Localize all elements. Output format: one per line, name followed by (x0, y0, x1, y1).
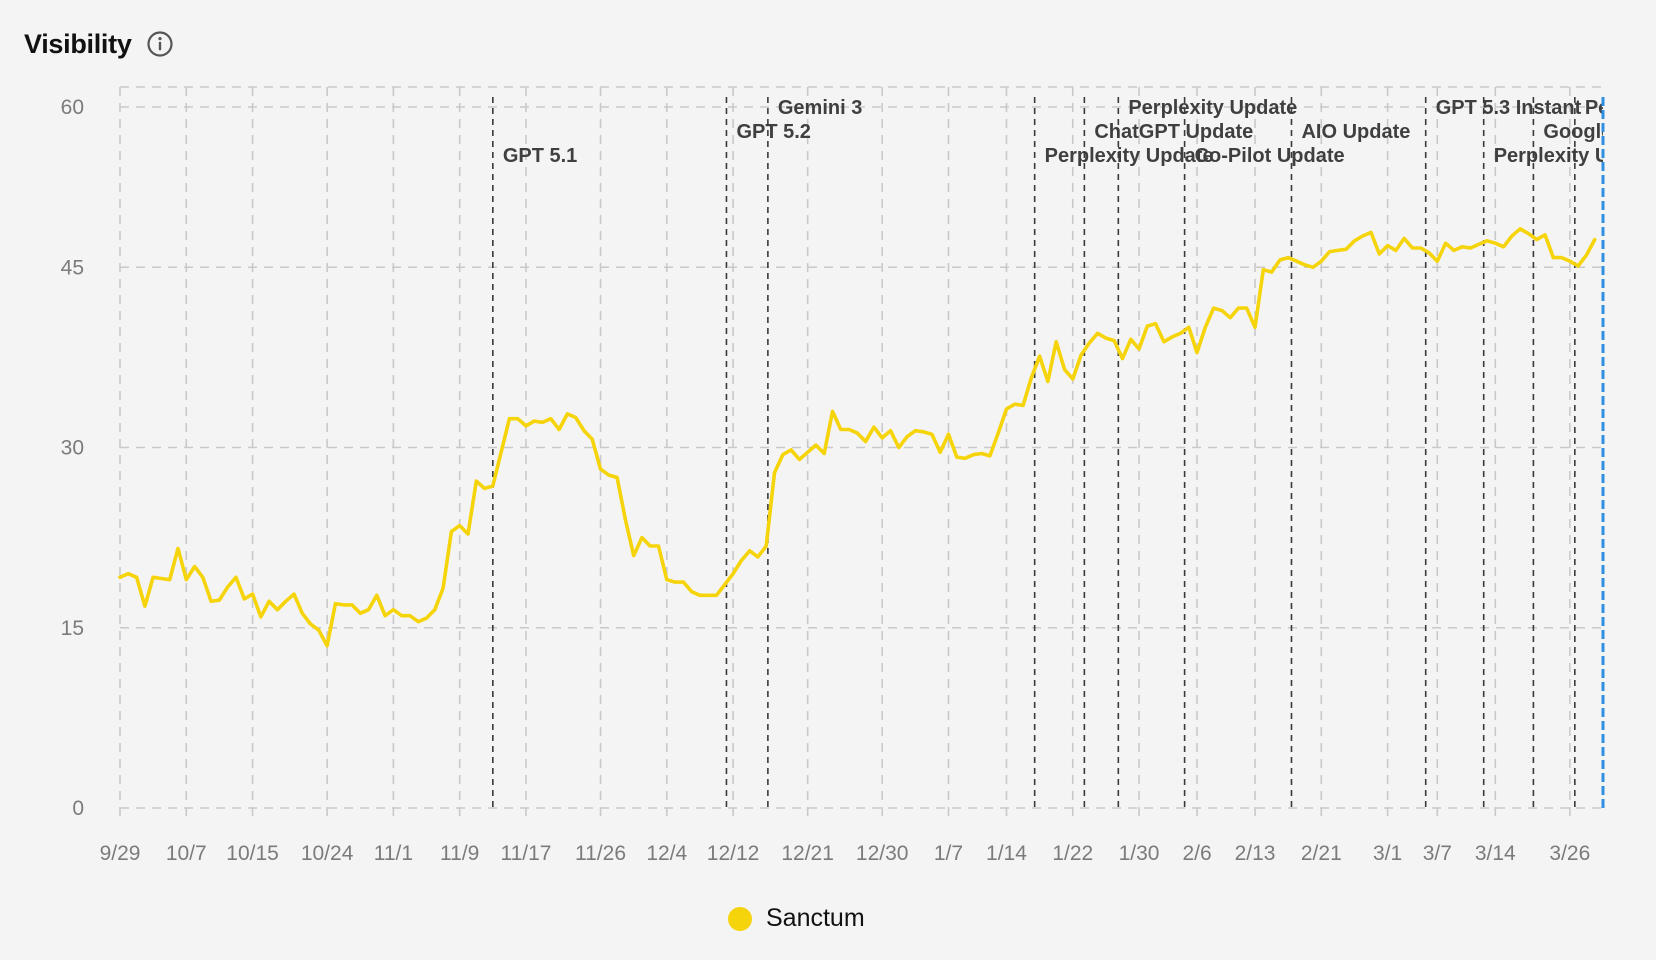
x-tick-label: 10/15 (226, 842, 279, 865)
event-label: Gemini 3 (778, 97, 862, 119)
event-label: Google Core (1543, 121, 1656, 143)
event-label: GPT 5.3 Instant (1436, 97, 1582, 119)
y-axis-ticks: 0 15 30 45 60 (61, 96, 84, 820)
legend-label-sanctum: Sanctum (766, 904, 865, 932)
x-tick-label: 10/7 (166, 842, 207, 865)
event-label: Perplexity Update (1045, 145, 1214, 167)
x-tick-label: 1/14 (986, 842, 1027, 865)
y-tick-label: 30 (61, 437, 84, 460)
x-tick-label: 3/14 (1475, 842, 1516, 865)
x-tick-label: 2/21 (1301, 842, 1342, 865)
y-tick-label: 60 (61, 96, 84, 119)
x-tick-label: 1/30 (1119, 842, 1160, 865)
event-label: Perplexity Update (1128, 97, 1297, 119)
event-label: ChatGPT Update (1094, 121, 1253, 143)
series-line-sanctum (118, 227, 1597, 648)
x-tick-label: 12/12 (707, 842, 760, 865)
x-tick-label: 2/6 (1182, 842, 1211, 865)
x-tick-label: 12/21 (781, 842, 834, 865)
vertical-gridlines (119, 87, 1571, 820)
info-icon[interactable] (146, 30, 174, 58)
x-tick-label: 3/7 (1423, 842, 1452, 865)
horizontal-gridlines (120, 86, 1603, 809)
event-label: AIO Update (1301, 121, 1410, 143)
series-group (118, 227, 1597, 648)
event-label: GPT 5.1 (503, 145, 577, 167)
event-label: Perplexity Update (1494, 145, 1656, 167)
event-label: Perplexity (1585, 97, 1656, 119)
x-tick-label: 11/17 (500, 842, 551, 865)
y-tick-label: 15 (61, 617, 84, 640)
event-label: GPT 5.2 (736, 121, 810, 143)
x-tick-label: 12/4 (646, 842, 687, 865)
x-tick-label: 10/24 (301, 842, 354, 865)
x-tick-label: 11/26 (575, 842, 626, 865)
chart-title: Visibility (24, 28, 132, 59)
y-tick-label: 45 (61, 256, 84, 279)
y-tick-label: 0 (72, 797, 84, 820)
x-tick-label: 11/9 (440, 842, 479, 865)
x-tick-label: 2/13 (1235, 842, 1276, 865)
x-tick-label: 12/30 (856, 842, 909, 865)
chart-legend[interactable]: Sanctum (728, 904, 865, 933)
x-tick-label: 3/1 (1373, 842, 1402, 865)
x-axis-ticks: 9/29 10/7 10/15 10/24 11/1 11/9 11/17 11/26 12/4… (100, 842, 1591, 865)
x-tick-label: 11/1 (374, 842, 413, 865)
chart-header: Visibility (24, 24, 174, 64)
event-label: Co-Pilot Update (1195, 145, 1345, 167)
legend-dot-sanctum (728, 906, 752, 931)
x-tick-label: 3/26 (1549, 842, 1590, 865)
x-tick-label: 9/29 (100, 842, 141, 865)
x-tick-label: 1/7 (934, 842, 963, 865)
x-tick-label: 1/22 (1052, 842, 1093, 865)
